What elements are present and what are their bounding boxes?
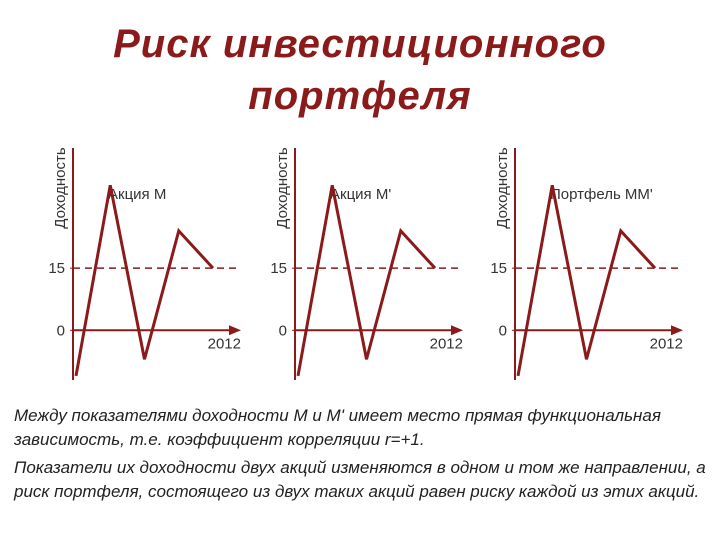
y-axis-label: Доходность — [52, 147, 69, 229]
y-tick-label: 0 — [279, 322, 287, 339]
y-tick-label: 0 — [57, 322, 65, 339]
x-axis-label: 2012 — [650, 335, 683, 352]
line — [74, 184, 215, 377]
x-axis-label: 2012 — [208, 335, 241, 352]
charts: 0 15 Доходность 2012 Акция М 0 15 Доходность 201… — [48, 147, 683, 380]
series-label: Портфель ММ' — [550, 186, 653, 203]
y-axis-label: Доходность — [494, 147, 511, 229]
y-axis-label: Доходность — [274, 147, 291, 229]
series-label: Акция М' — [330, 186, 391, 203]
y-tick-label: 0 — [499, 322, 507, 339]
paragraph: Показатели их доходности двух акций изме… — [14, 458, 706, 501]
paragraph: Между показателями доходности М и М' име… — [14, 406, 661, 449]
y-tick-label: 15 — [490, 260, 507, 277]
x-arrow — [671, 325, 683, 336]
x-axis-label: 2012 — [430, 335, 463, 352]
line — [296, 184, 437, 377]
x-arrow — [451, 325, 463, 336]
y-tick-label: 15 — [270, 260, 287, 277]
line — [516, 184, 657, 377]
body-text: Между показателями доходности М и М' име… — [14, 404, 714, 508]
x-arrow — [229, 325, 241, 336]
series-label: Акция М — [108, 186, 166, 203]
y-tick-label: 15 — [48, 260, 65, 277]
title: Риск инвестиционного портфеля — [113, 22, 607, 118]
